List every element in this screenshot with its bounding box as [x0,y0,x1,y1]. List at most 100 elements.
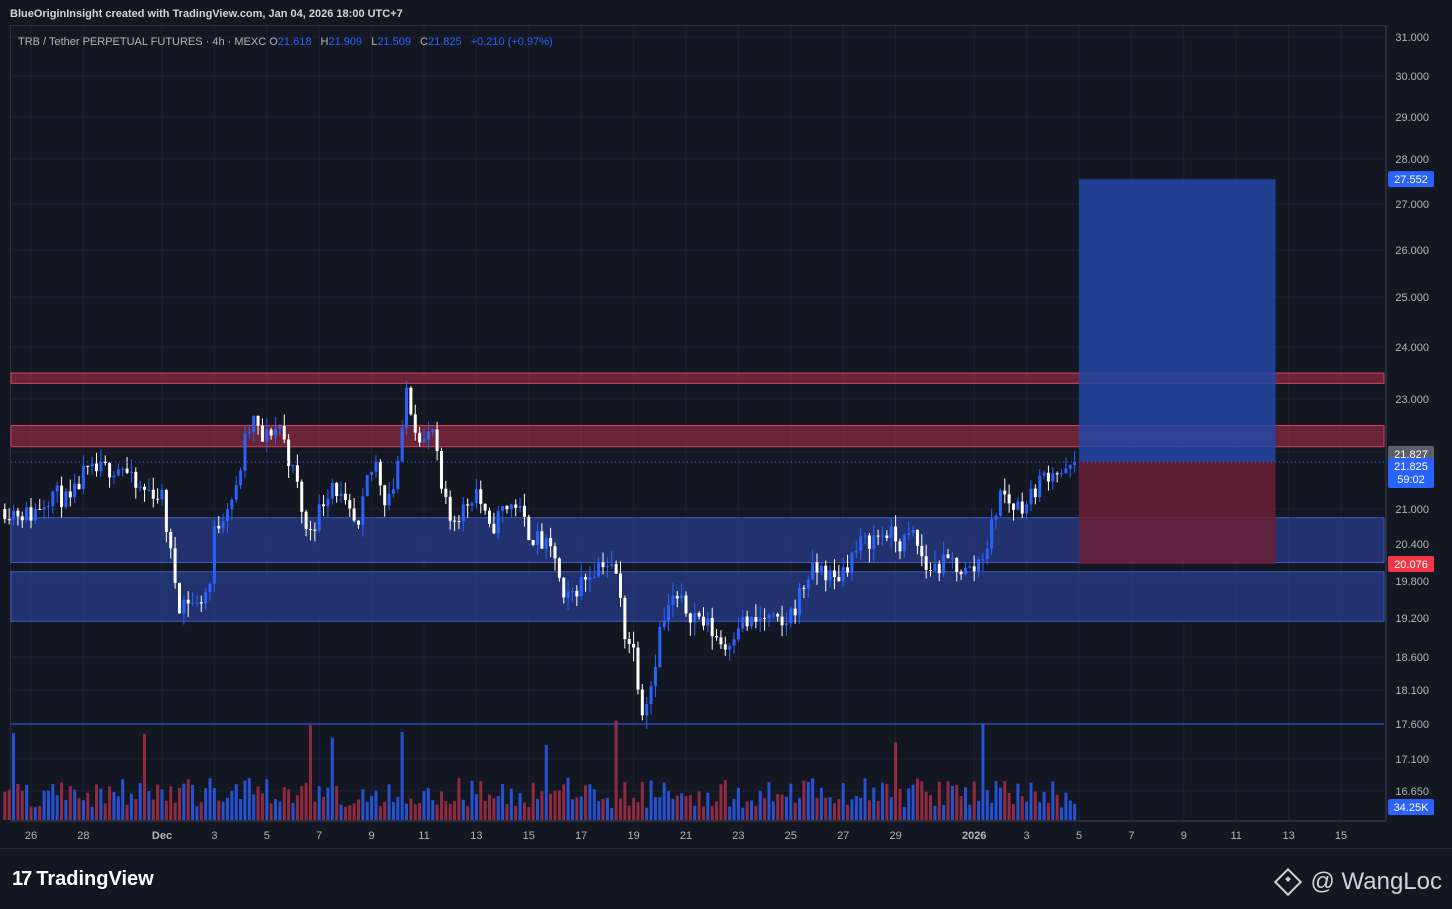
volume-bar [584,785,588,820]
candle-body [20,516,24,521]
volume-bar [73,789,77,820]
volume-bar [479,781,483,820]
candle-body [575,590,579,597]
candle-body [544,537,548,549]
candle-body [527,516,531,541]
candle-body [754,617,758,622]
candle-body [125,468,129,473]
candle-body [597,562,601,577]
y-tick-label: 17.600 [1395,719,1429,731]
volume-bar [732,798,736,820]
candle-body [898,541,902,552]
candlestick-chart[interactable]: 31.000 30.000 29.000 28.000 27.000 26.000 25.0… [0,0,1452,848]
candle-body [230,499,234,510]
candle-body [204,592,208,604]
x-tick-label: 2026 [962,830,986,842]
candle-body [38,509,42,511]
volume-bar [566,778,570,820]
volume-bar [697,791,701,820]
candle-body [693,612,697,623]
candle-body [348,499,352,509]
candle-body [278,426,282,429]
volume-bar [811,778,815,820]
candle-body [758,618,762,622]
volume-bar [396,796,400,820]
candle-body [859,536,863,551]
volume-bar [195,806,199,820]
volume-bar [819,787,823,820]
volume-bar [898,788,902,820]
candle-body [854,550,858,553]
volume-bar [453,800,457,820]
candle-body [208,583,212,593]
candle-body [566,591,570,598]
candle-body [549,537,553,547]
volume-bar [1012,804,1015,820]
candle-body [675,595,679,599]
x-tick-label: 13 [470,830,482,842]
candle-body [584,576,588,580]
candle-body [562,577,566,598]
candle-body [719,637,723,645]
candle-body [536,531,540,545]
volume-bar [933,805,937,820]
candle-body [623,597,627,640]
candle-body [46,506,50,508]
volume-bar [1064,792,1068,820]
x-tick-label: 5 [1076,830,1082,842]
candle-body [998,490,1002,516]
candle-body [1046,472,1050,482]
volume-bar [623,782,627,820]
candle-body [1073,461,1077,466]
volume-bar [736,787,740,820]
volume-bar [575,797,579,820]
y-tick-label: 24.000 [1395,342,1429,354]
candle-body [701,616,705,626]
candle-body [457,521,461,523]
volume-bar [701,806,705,820]
candle-body [256,415,260,426]
volume-bar [1025,801,1029,820]
candle-body [605,566,609,568]
candle-body [697,612,701,617]
credit-text: BlueOriginInsight created with TradingVi… [10,8,403,20]
candle-body [710,617,714,637]
candle-body [920,545,924,557]
candle-body [955,557,959,572]
tradingview-logo[interactable]: 17 TradingView [12,868,154,891]
volume-bar [77,797,81,820]
candle-body [121,468,125,470]
candle-body [771,613,775,615]
candle-body [789,608,793,624]
candle-body [483,503,487,511]
volume-bar [335,786,339,820]
volume-bar [55,795,59,820]
candle-body [627,639,631,645]
volume-bar [846,804,850,820]
candle-body [994,515,998,520]
target-price-label-box [1388,171,1434,188]
volume-bar [1029,782,1033,820]
volume-bar [488,794,491,820]
candle-body [470,503,474,506]
last-price-label: 21.825 [1394,461,1428,473]
price-axis[interactable] [1386,25,1442,821]
candle-body [156,498,160,500]
entry-price-label: 21.827 [1394,449,1428,461]
volume-bar [745,801,749,820]
time-axis[interactable] [10,821,1386,847]
volume-bar [728,806,732,820]
candle-body [474,489,478,504]
volume-bar [435,804,439,820]
candle-body [1003,490,1007,495]
x-tick-label: 3 [211,830,217,842]
resistance-zone [10,372,1385,384]
candle-body [667,605,671,621]
candle-body [1055,473,1059,475]
volume-label: 34.25K [1394,802,1430,814]
y-tick-label: 26.000 [1395,245,1429,257]
volume-bar [588,784,592,820]
volume-bar [103,803,107,820]
volume-bar [667,790,671,820]
volume-bar [579,796,583,820]
